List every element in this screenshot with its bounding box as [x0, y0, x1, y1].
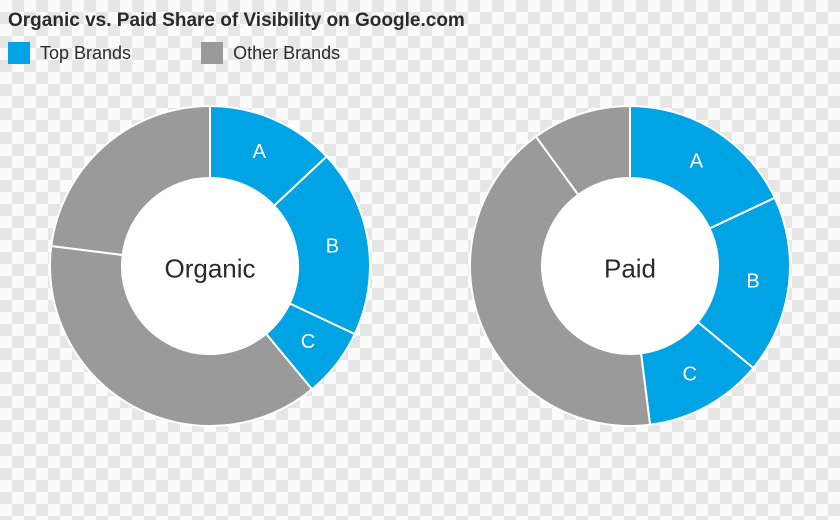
donut-slice-label: A	[690, 150, 704, 172]
donut-slice-label: B	[326, 236, 339, 258]
donut-center-label: Paid	[604, 253, 656, 284]
donut-slice-label: B	[746, 271, 759, 293]
chart-title: Organic vs. Paid Share of Visibility on …	[0, 0, 840, 36]
charts-row: A B C Organic A B C Paid	[0, 64, 840, 433]
donut-slice-label: C	[683, 364, 697, 386]
donut-slice-label: A	[253, 141, 267, 163]
legend-item-other-brands: Other Brands	[201, 42, 340, 64]
legend-label: Other Brands	[233, 43, 340, 64]
legend-item-top-brands: Top Brands	[8, 42, 131, 64]
donut-organic: A B C Organic	[48, 104, 372, 433]
donut-paid: A B C Paid	[468, 104, 792, 433]
donut-slice-label: C	[301, 331, 315, 353]
legend-label: Top Brands	[40, 43, 131, 64]
donut-center-label: Organic	[164, 253, 255, 284]
legend-swatch	[8, 42, 30, 64]
legend-swatch	[201, 42, 223, 64]
legend: Top Brands Other Brands	[0, 36, 840, 64]
